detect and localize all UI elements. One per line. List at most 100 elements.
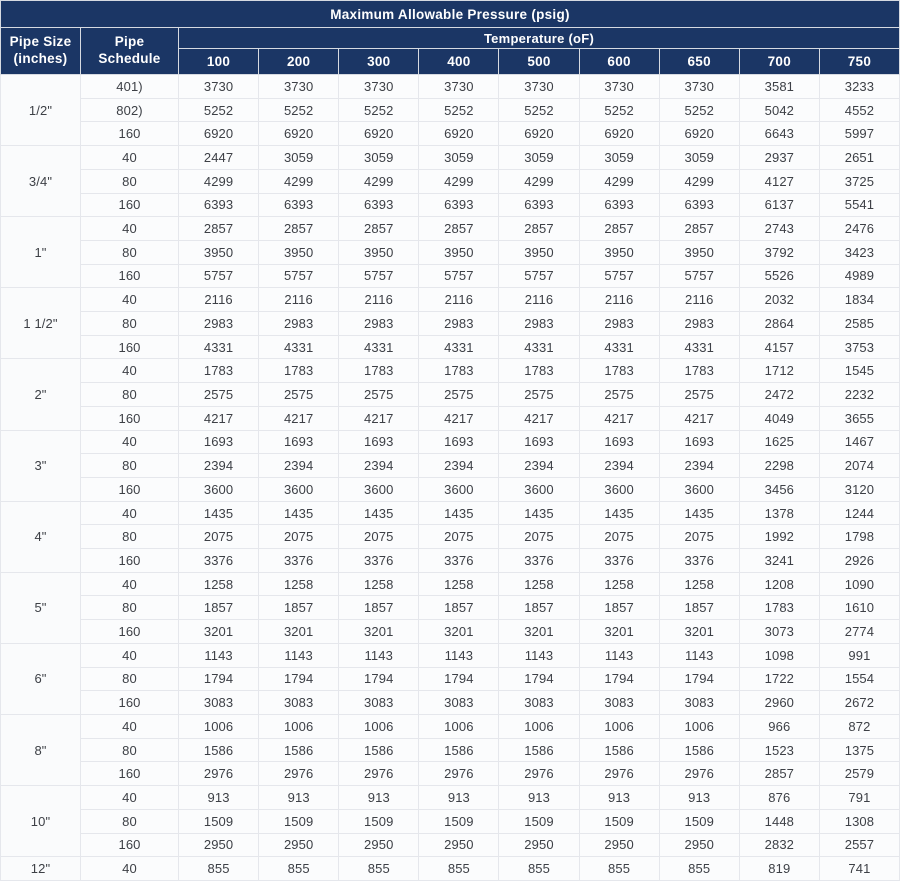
pipe-schedule-cell: 80 — [80, 453, 179, 478]
pressure-value-cell: 3376 — [498, 548, 580, 573]
pressure-value-cell: 1794 — [418, 666, 500, 692]
pipe-size-cell: 2" — [0, 358, 81, 431]
pipe-schedule-cell: 40 — [80, 216, 179, 241]
pressure-value-cell: 3059 — [338, 145, 420, 170]
pressure-value-cell: 913 — [498, 785, 580, 810]
table-row: 8" 40 1006 1006 1006 1006 1006 1006 1006 966 872 — [0, 713, 900, 787]
pipe-schedule-cell: 40 — [80, 287, 179, 313]
pressure-value-cell: 2857 — [578, 216, 660, 241]
pressure-value-cell: 2864 — [738, 311, 820, 336]
pipe-schedule-cell: 401) — [80, 74, 179, 99]
pressure-value-cell: 3059 — [498, 145, 580, 170]
pressure-value-cell: 2857 — [258, 216, 340, 241]
pressure-value-cell: 5541 — [818, 192, 900, 218]
pipe-schedule-cell: 80 — [80, 595, 179, 621]
pressure-value-cell: 6920 — [418, 121, 500, 147]
pressure-value-cell: 791 — [818, 785, 900, 810]
table-row: 160 3376 3376 3376 3376 3376 3376 3376 3241 2926 — [1, 548, 900, 573]
pipe-schedule-cell: 160 — [80, 832, 179, 858]
table-row: 5" 40 1258 1258 1258 1258 1258 1258 1258 1208 1090 — [0, 571, 900, 644]
pipe-schedule-cell: 160 — [80, 334, 179, 360]
pressure-value-cell: 3376 — [338, 548, 420, 573]
pressure-value-cell: 3201 — [498, 619, 580, 644]
table-row: 160 4331 4331 4331 4331 4331 4331 4331 4157 3753 — [1, 334, 900, 360]
table-row: 160 4217 4217 4217 4217 4217 4217 4217 4049 3655 — [1, 405, 900, 431]
pressure-value-cell: 2298 — [738, 453, 820, 478]
pressure-value-cell: 5252 — [177, 97, 260, 123]
pressure-value-cell: 2976 — [578, 761, 660, 787]
pressure-value-cell: 1586 — [418, 737, 500, 763]
pressure-value-cell: 3730 — [258, 74, 340, 99]
pressure-value-cell: 2575 — [578, 382, 660, 407]
pressure-value-cell: 4299 — [658, 168, 740, 194]
pressure-value-cell: 2579 — [818, 761, 900, 787]
pressure-value-cell: 2857 — [658, 216, 740, 241]
pressure-value-cell: 2950 — [177, 832, 260, 858]
pressure-value-cell: 2857 — [177, 216, 260, 241]
pressure-value-cell: 4299 — [177, 168, 260, 194]
pressure-value-cell: 1794 — [258, 666, 340, 692]
pressure-value-cell: 2074 — [818, 453, 900, 478]
pressure-value-cell: 1258 — [258, 571, 340, 597]
pressure-value-cell: 3376 — [258, 548, 340, 573]
pressure-value-cell: 1693 — [498, 429, 580, 455]
pressure-value-cell: 913 — [177, 785, 260, 810]
pressure-value-cell: 1258 — [498, 571, 580, 597]
pressure-value-cell: 3950 — [658, 239, 740, 265]
pressure-value-cell: 991 — [818, 642, 900, 668]
pressure-value-cell: 4299 — [338, 168, 420, 194]
pressure-value-cell: 1693 — [258, 429, 340, 455]
pipe-size-cell: 8" — [0, 713, 81, 787]
pressure-value-cell: 2976 — [177, 761, 260, 787]
pressure-value-cell: 3600 — [177, 476, 260, 502]
pressure-value-cell: 6920 — [658, 121, 740, 147]
pressure-value-cell: 6920 — [258, 121, 340, 147]
pressure-value-cell: 1857 — [418, 595, 500, 621]
pressure-value-cell: 872 — [818, 713, 900, 739]
pressure-value-cell: 6393 — [498, 192, 580, 218]
pressure-value-cell: 1143 — [258, 642, 340, 668]
pressure-value-cell: 2950 — [578, 832, 660, 858]
pressure-value-cell: 4331 — [338, 334, 420, 360]
pressure-value-cell: 6920 — [338, 121, 420, 147]
pressure-value-cell: 1693 — [418, 429, 500, 455]
pressure-value-cell: 1143 — [338, 642, 420, 668]
table-row: 160 6393 6393 6393 6393 6393 6393 6393 6137 5541 — [1, 192, 900, 218]
pressure-value-cell: 2032 — [738, 287, 820, 313]
pressure-value-cell: 2447 — [177, 145, 260, 170]
col-header-temp-750: 750 — [818, 48, 900, 75]
pressure-value-cell: 1509 — [658, 808, 740, 834]
col-header-temp-100: 100 — [177, 48, 260, 75]
pressure-value-cell: 2116 — [418, 287, 500, 313]
pipe-size-cell: 12" — [0, 856, 81, 881]
pressure-value-cell: 5997 — [818, 121, 900, 147]
pressure-value-cell: 3950 — [338, 239, 420, 265]
pressure-value-cell: 1143 — [498, 642, 580, 668]
col-header-pipe-size: Pipe Size (inches) — [0, 27, 81, 75]
pressure-value-cell: 6920 — [498, 121, 580, 147]
pressure-value-cell: 1258 — [177, 571, 260, 597]
pressure-value-cell: 1509 — [418, 808, 500, 834]
pressure-value-cell: 4217 — [177, 405, 260, 431]
pressure-value-cell: 3083 — [177, 690, 260, 715]
pressure-value-cell: 913 — [578, 785, 660, 810]
pressure-value-cell: 2585 — [818, 311, 900, 336]
pressure-value-cell: 2075 — [578, 524, 660, 550]
pressure-value-cell: 6393 — [658, 192, 740, 218]
pipe-size-cell: 10" — [0, 785, 81, 858]
col-header-temp-650: 650 — [658, 48, 740, 75]
pressure-value-cell: 4331 — [418, 334, 500, 360]
table-row: 3" 40 1693 1693 1693 1693 1693 1693 1693 1625 1467 — [0, 429, 900, 502]
pressure-value-cell: 1857 — [578, 595, 660, 621]
pressure-value-cell: 1794 — [658, 666, 740, 692]
pressure-value-cell: 3059 — [418, 145, 500, 170]
pipe-schedule-cell: 80 — [80, 737, 179, 763]
pressure-value-cell: 1308 — [818, 808, 900, 834]
pipe-schedule-cell: 160 — [80, 192, 179, 218]
pressure-value-cell: 6920 — [177, 121, 260, 147]
title-row: Maximum Allowable Pressure (psig) — [0, 0, 900, 28]
col-header-pipe-schedule: Pipe Schedule — [80, 27, 179, 75]
table-row: 160 5757 5757 5757 5757 5757 5757 5757 5526 4989 — [1, 263, 900, 289]
